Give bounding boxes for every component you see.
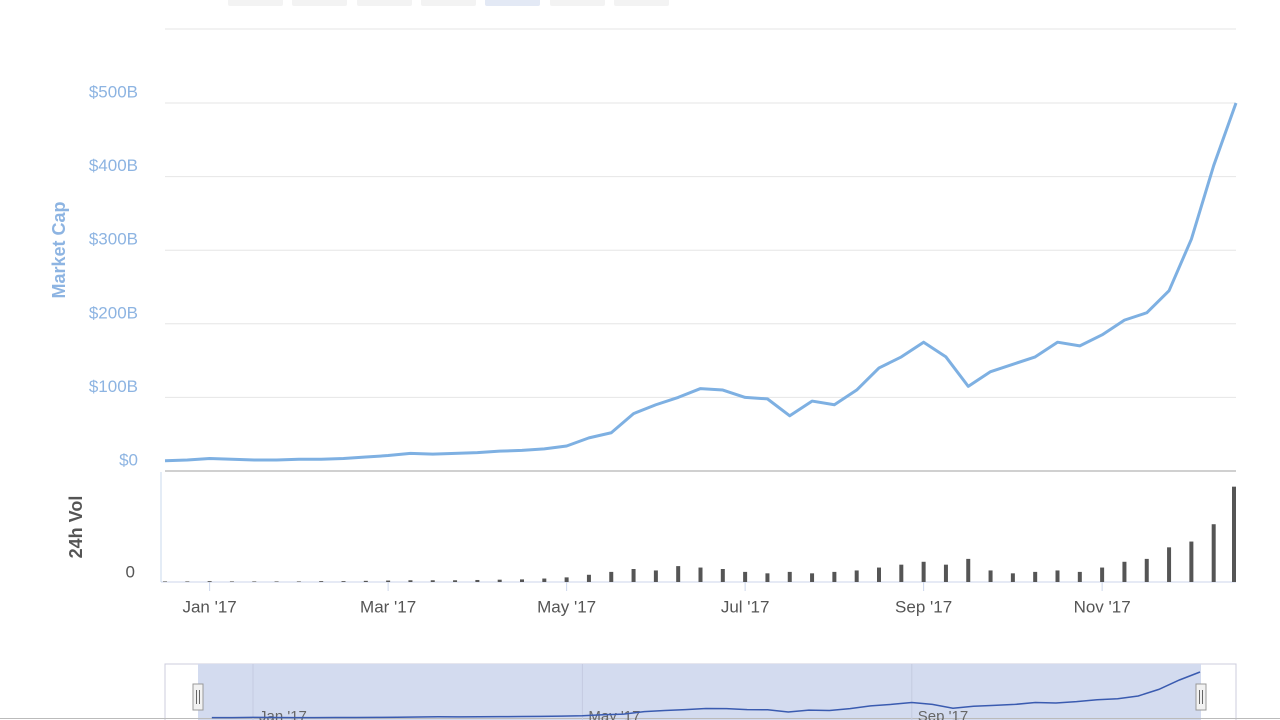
navigator-handle[interactable]: [192, 683, 204, 711]
y-tick-label: $0: [119, 450, 138, 469]
y2-tick-label: 0: [126, 562, 135, 581]
volume-bar: [1189, 541, 1194, 582]
volume-bar: [698, 567, 703, 582]
volume-bar: [520, 579, 524, 582]
volume-bar: [1211, 524, 1216, 582]
volume-bar: [609, 571, 614, 582]
volume-bar: [1100, 567, 1105, 582]
y2-axis-title: 24h Vol: [66, 496, 86, 559]
volume-bar: [252, 581, 257, 582]
navigator-label: Sep '17: [918, 708, 968, 720]
volume-bar: [899, 564, 904, 582]
volume-bar: [1144, 558, 1149, 582]
y-axis-title: Market Cap: [49, 201, 69, 298]
volume-bar: [274, 581, 279, 582]
volume-bar: [832, 571, 837, 582]
range-button[interactable]: [228, 0, 283, 6]
y-tick-label: $400B: [89, 156, 138, 175]
range-button[interactable]: [614, 0, 669, 6]
volume-bar: [185, 581, 190, 582]
volume-bar: [586, 574, 591, 582]
volume-bar: [1055, 570, 1060, 582]
volume-bar: [319, 581, 324, 582]
volume-bar: [966, 558, 971, 582]
volume-bar: [453, 580, 458, 582]
navigator-line: [211, 671, 1201, 719]
volume-bar: [296, 581, 301, 582]
volume-bar: [676, 566, 681, 582]
volume-bar: [810, 573, 815, 582]
x-tick-label: Nov '17: [1074, 597, 1131, 616]
volume-bar: [1232, 486, 1236, 582]
x-tick-label: Sep '17: [895, 597, 952, 616]
volume-bar: [765, 573, 770, 582]
volume-bar: [921, 561, 926, 582]
volume-bar: [943, 564, 948, 582]
volume-bar: [988, 570, 993, 582]
volume-bar: [1033, 571, 1038, 582]
x-tick-label: May '17: [537, 597, 596, 616]
volume-bar: [743, 571, 748, 582]
volume-bar: [229, 581, 234, 582]
x-tick-label: Mar '17: [360, 597, 416, 616]
y-tick-label: $300B: [89, 230, 138, 249]
navigator-selection[interactable]: [198, 664, 1201, 720]
volume-bar: [542, 578, 547, 582]
range-button[interactable]: [357, 0, 412, 6]
range-button[interactable]: [550, 0, 605, 6]
range-button[interactable]: [421, 0, 476, 6]
volume-bar: [564, 577, 569, 582]
range-button[interactable]: [292, 0, 347, 6]
volume-bar: [1010, 573, 1015, 582]
x-tick-label: Jul '17: [721, 597, 770, 616]
volume-bar: [1122, 561, 1127, 582]
market-cap-line: [164, 102, 1238, 463]
volume-bar: [363, 580, 368, 582]
volume-bar: [877, 567, 881, 582]
volume-bar: [1077, 571, 1082, 582]
x-tick-label: Jan '17: [182, 597, 236, 616]
y-tick-label: $100B: [89, 377, 138, 396]
volume-bar: [386, 580, 391, 582]
navigator-handle[interactable]: [1195, 683, 1207, 711]
range-button[interactable]: [485, 0, 540, 6]
volume-bar: [653, 570, 658, 582]
volume-bar: [631, 569, 636, 582]
volume-bar: [787, 571, 792, 582]
volume-bar: [497, 579, 502, 582]
volume-bar: [720, 569, 725, 582]
volume-bar: [341, 581, 346, 582]
range-buttons: [228, 0, 669, 6]
volume-bar: [475, 579, 480, 582]
volume-bar: [854, 570, 859, 582]
volume-bar: [163, 581, 167, 582]
volume-bar: [1167, 547, 1172, 582]
volume-bar: [207, 581, 212, 582]
y-tick-label: $200B: [89, 303, 138, 322]
volume-bar: [430, 580, 435, 582]
volume-bar: [408, 580, 413, 582]
y-tick-label: $500B: [89, 82, 138, 101]
